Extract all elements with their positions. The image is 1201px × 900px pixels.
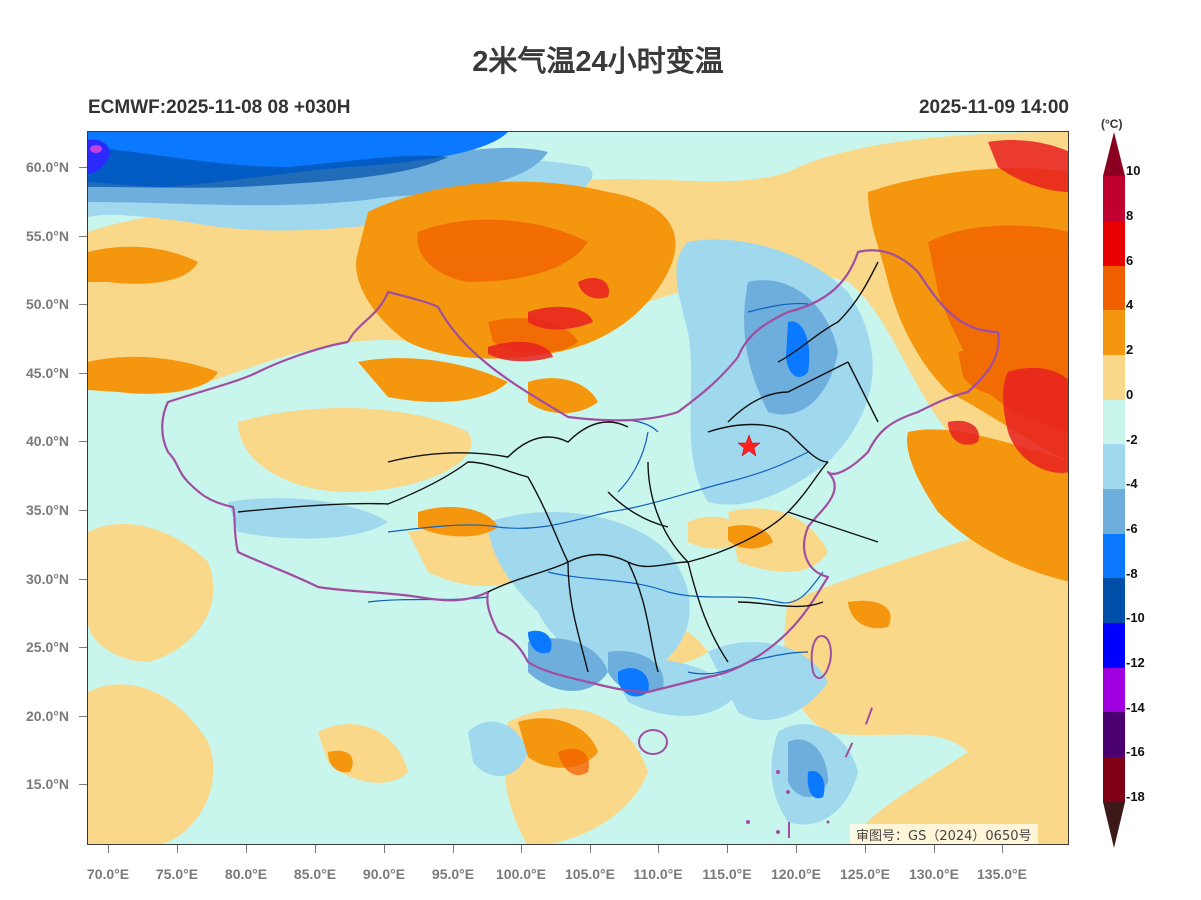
lon-label: 130.0°E <box>909 866 959 882</box>
colorbar-under-triangle <box>1103 802 1125 848</box>
lat-label: 50.0°N <box>26 296 69 312</box>
colorbar-label: -6 <box>1126 521 1138 536</box>
colorbar-label: 0 <box>1126 387 1134 402</box>
lon-tick <box>246 845 247 853</box>
lon-label: 100.0°E <box>496 866 546 882</box>
lat-tick <box>79 510 87 511</box>
lon-tick <box>590 845 591 853</box>
lat-label: 25.0°N <box>26 639 69 655</box>
lon-tick <box>453 845 454 853</box>
lat-tick <box>79 441 87 442</box>
lon-label: 135.0°E <box>977 866 1027 882</box>
lon-label: 120.0°E <box>771 866 821 882</box>
lat-label: 45.0°N <box>26 365 69 381</box>
map-field <box>88 132 1068 844</box>
lon-label: 70.0°E <box>86 866 130 882</box>
lon-tick <box>108 845 109 853</box>
lat-label: 30.0°N <box>26 571 69 587</box>
lat-tick <box>79 647 87 648</box>
model-run-label: ECMWF:2025-11-08 08 +030H <box>88 97 351 118</box>
colorbar-label: -18 <box>1126 789 1145 804</box>
lon-label: 125.0°E <box>840 866 890 882</box>
colorbar-label: -4 <box>1126 476 1138 491</box>
lat-label: 60.0°N <box>26 159 69 175</box>
lat-tick <box>79 716 87 717</box>
lat-tick <box>79 304 87 305</box>
colorbar-label: -10 <box>1126 610 1145 625</box>
lat-label: 35.0°N <box>26 502 69 518</box>
lat-tick <box>79 373 87 374</box>
lon-tick <box>177 845 178 853</box>
colorbar-label: -14 <box>1126 700 1145 715</box>
lon-label: 115.0°E <box>702 866 752 882</box>
lon-tick <box>315 845 316 853</box>
lat-label: 15.0°N <box>26 776 69 792</box>
colorbar-label: 2 <box>1126 342 1134 357</box>
lon-tick <box>796 845 797 853</box>
colorbar-label: -8 <box>1126 566 1138 581</box>
lon-tick <box>727 845 728 853</box>
beijing-star-icon <box>737 434 761 457</box>
map-approval-number: 审图号：GS（2024）0650号 <box>850 824 1038 844</box>
lon-tick <box>384 845 385 853</box>
lon-tick <box>521 845 522 853</box>
lon-label: 90.0°E <box>362 866 406 882</box>
lon-label: 80.0°E <box>224 866 268 882</box>
chart-title: 2米气温24小时变温 <box>472 46 724 78</box>
colorbar-label: -16 <box>1126 744 1145 759</box>
lon-tick <box>658 845 659 853</box>
lon-tick <box>865 845 866 853</box>
lon-tick <box>1002 845 1003 853</box>
lon-label: 110.0°E <box>633 866 683 882</box>
lat-label: 20.0°N <box>26 708 69 724</box>
colorbar-label: 4 <box>1126 297 1134 312</box>
colorbar-label: -2 <box>1126 432 1138 447</box>
lat-tick <box>79 784 87 785</box>
lon-label: 75.0°E <box>155 866 199 882</box>
colorbar-label: 6 <box>1126 253 1134 268</box>
lat-label: 55.0°N <box>26 228 69 244</box>
colorbar-bar <box>1103 132 1125 848</box>
temperature-change-map: 审图号：GS（2024）0650号 <box>87 131 1069 845</box>
colorbar-label: -12 <box>1126 655 1145 670</box>
colorbar-label: 8 <box>1126 208 1134 223</box>
lon-tick <box>934 845 935 853</box>
lat-tick <box>79 579 87 580</box>
lon-label: 95.0°E <box>431 866 475 882</box>
colorbar-label: 10 <box>1126 163 1141 178</box>
lat-tick <box>79 236 87 237</box>
lat-tick <box>79 167 87 168</box>
valid-time-label: 2025-11-09 14:00 <box>918 97 1069 118</box>
lat-label: 40.0°N <box>26 433 69 449</box>
colorbar-over-triangle <box>1103 132 1125 176</box>
colorbar-unit: (°C) <box>1101 117 1123 131</box>
lon-label: 85.0°E <box>293 866 337 882</box>
lon-label: 105.0°E <box>565 866 615 882</box>
